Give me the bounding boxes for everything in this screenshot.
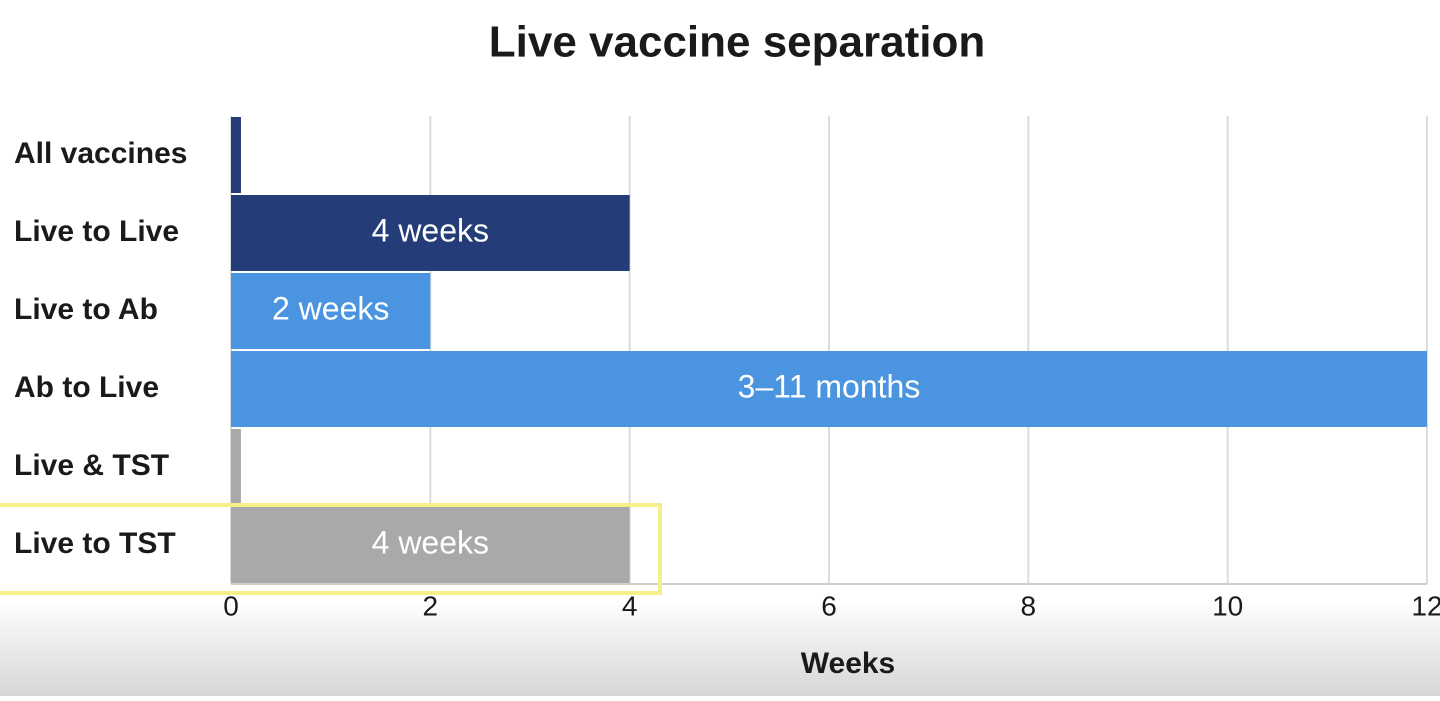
labels: 0 2 4 6 8 10 12 All vaccines Live to Live 4 weeks… [14, 137, 1440, 621]
bar [231, 351, 1427, 427]
bar [231, 195, 630, 271]
bar [231, 273, 431, 349]
y-tick-label: Live & TST [14, 449, 169, 482]
y-tick-label: Live to Ab [14, 293, 158, 326]
grid [230, 116, 1428, 585]
y-tick-label: Ab to Live [14, 371, 159, 404]
x-tick-label: 8 [1021, 590, 1037, 621]
chart-title: Live vaccine separation [489, 18, 985, 67]
x-tick-label: 4 [622, 590, 638, 621]
bar [231, 429, 241, 505]
bottom-shade [0, 600, 1440, 696]
x-tick-label: 2 [423, 590, 439, 621]
highlight-box [0, 503, 662, 595]
x-tick-label: 12 [1411, 590, 1440, 621]
y-tick-label: Live to TST [14, 527, 176, 560]
bar [231, 117, 241, 193]
y-tick-label: All vaccines [14, 137, 187, 170]
bars [231, 117, 1427, 583]
bar [231, 507, 630, 583]
x-tick-label: 6 [821, 590, 837, 621]
value-label: 2 weeks [272, 290, 389, 326]
y-tick-label: Live to Live [14, 215, 179, 248]
value-label: 4 weeks [372, 212, 489, 248]
value-label: 3–11 months [738, 368, 921, 404]
value-label: 4 weeks [372, 524, 489, 560]
x-tick-label: 10 [1212, 590, 1243, 621]
x-tick-label: 0 [223, 590, 239, 621]
x-axis-label: Weeks [801, 647, 896, 680]
